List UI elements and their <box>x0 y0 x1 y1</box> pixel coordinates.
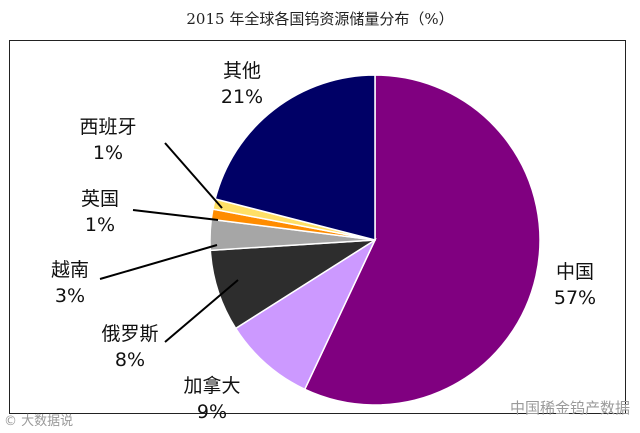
slice-value-uk: 1% <box>85 214 115 236</box>
chart-title: 2015 年全球各国钨资源储量分布（%） <box>186 10 454 28</box>
slice-value-vietnam: 3% <box>55 285 85 307</box>
pie-slice-other <box>214 74 376 241</box>
pie-slice-china <box>303 74 541 406</box>
slice-label-uk: 英国 <box>81 188 119 210</box>
slice-label-russia: 俄罗斯 <box>101 323 158 345</box>
watermark-right: 中国稀金钨产数据 <box>509 399 630 417</box>
slice-label-canada: 加拿大 <box>183 374 240 397</box>
leader-line-vietnam <box>99 244 218 280</box>
chart-frame <box>9 40 626 414</box>
slice-value-spain: 1% <box>93 142 123 164</box>
leader-line-spain <box>164 142 223 209</box>
slice-label-spain: 西班牙 <box>79 116 136 138</box>
leader-line-uk <box>132 209 219 221</box>
slice-value-canada: 9% <box>197 401 227 423</box>
slice-value-other: 21% <box>221 86 263 108</box>
pie-slice-canada <box>234 237 377 391</box>
slice-label-vietnam: 越南 <box>51 259 89 281</box>
watermark-left: © 大数据说 <box>4 414 74 429</box>
slice-value-russia: 8% <box>115 349 145 371</box>
leader-line-russia <box>164 279 239 343</box>
slice-value-china: 57% <box>554 287 596 309</box>
slice-label-other: 其他 <box>223 60 261 82</box>
slice-label-china: 中国 <box>556 261 594 283</box>
